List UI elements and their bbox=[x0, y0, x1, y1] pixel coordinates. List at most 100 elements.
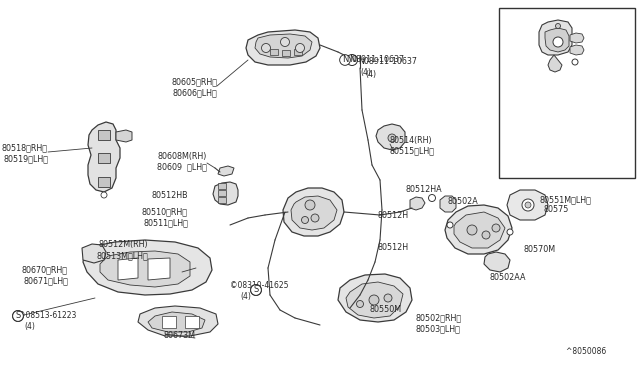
Circle shape bbox=[369, 295, 379, 305]
Polygon shape bbox=[376, 124, 405, 150]
Text: 80514(RH): 80514(RH) bbox=[390, 135, 433, 144]
Circle shape bbox=[525, 202, 531, 208]
Text: 80511〈LH〉: 80511〈LH〉 bbox=[143, 218, 188, 228]
Text: 80550M: 80550M bbox=[370, 305, 402, 314]
Text: 80512H: 80512H bbox=[378, 244, 409, 253]
Text: (4): (4) bbox=[365, 70, 376, 78]
Text: 80503〈LH〉: 80503〈LH〉 bbox=[416, 324, 461, 334]
Polygon shape bbox=[162, 316, 176, 328]
Polygon shape bbox=[283, 188, 344, 236]
Text: 80551M〈LH〉: 80551M〈LH〉 bbox=[539, 196, 591, 205]
Circle shape bbox=[507, 229, 513, 235]
Text: 80673M: 80673M bbox=[164, 330, 196, 340]
Polygon shape bbox=[218, 183, 226, 189]
Circle shape bbox=[384, 294, 392, 302]
Text: (4): (4) bbox=[24, 323, 35, 331]
Text: 80512HA: 80512HA bbox=[406, 186, 443, 195]
Text: N08911-10637: N08911-10637 bbox=[358, 58, 417, 67]
Circle shape bbox=[467, 225, 477, 235]
Text: 80606〈LH〉: 80606〈LH〉 bbox=[172, 89, 217, 97]
Text: 80502〈RH〉: 80502〈RH〉 bbox=[416, 314, 462, 323]
Polygon shape bbox=[218, 197, 226, 203]
Text: 80512HB: 80512HB bbox=[152, 192, 188, 201]
Text: 08911-10637: 08911-10637 bbox=[352, 55, 405, 64]
Circle shape bbox=[492, 224, 500, 232]
Polygon shape bbox=[98, 130, 110, 140]
Circle shape bbox=[301, 217, 308, 224]
Circle shape bbox=[447, 222, 453, 228]
Polygon shape bbox=[346, 282, 403, 318]
Circle shape bbox=[296, 44, 305, 52]
Polygon shape bbox=[570, 33, 584, 43]
Text: 80512M(RH): 80512M(RH) bbox=[99, 241, 148, 250]
Circle shape bbox=[429, 195, 435, 202]
Polygon shape bbox=[454, 212, 505, 248]
Text: 80518〈RH〉: 80518〈RH〉 bbox=[2, 144, 48, 153]
Polygon shape bbox=[213, 182, 238, 205]
Polygon shape bbox=[83, 240, 212, 295]
Polygon shape bbox=[98, 153, 110, 163]
Polygon shape bbox=[82, 244, 106, 263]
Polygon shape bbox=[270, 49, 278, 55]
Text: 80670〈RH〉: 80670〈RH〉 bbox=[22, 266, 68, 275]
Polygon shape bbox=[218, 190, 226, 196]
Polygon shape bbox=[338, 274, 412, 322]
Polygon shape bbox=[545, 28, 569, 52]
Text: ©08513-61223: ©08513-61223 bbox=[18, 311, 76, 321]
Text: ^805⁢0086: ^805⁢0086 bbox=[566, 347, 606, 356]
Polygon shape bbox=[138, 306, 218, 336]
Polygon shape bbox=[539, 20, 572, 55]
Polygon shape bbox=[548, 55, 562, 72]
Text: 80513M〈LH〉: 80513M〈LH〉 bbox=[96, 251, 148, 260]
Text: 80609  〈LH〉: 80609 〈LH〉 bbox=[157, 163, 207, 171]
Text: 80502A: 80502A bbox=[448, 198, 479, 206]
Text: 80512H: 80512H bbox=[378, 211, 409, 219]
Polygon shape bbox=[291, 196, 337, 230]
Text: S: S bbox=[15, 311, 20, 321]
Text: 80515〈LH〉: 80515〈LH〉 bbox=[390, 147, 435, 155]
Polygon shape bbox=[282, 50, 290, 56]
Text: S: S bbox=[253, 285, 259, 295]
Polygon shape bbox=[116, 130, 132, 142]
Circle shape bbox=[572, 59, 578, 65]
Circle shape bbox=[522, 199, 534, 211]
Polygon shape bbox=[246, 30, 320, 65]
Text: 80575: 80575 bbox=[544, 205, 570, 215]
Polygon shape bbox=[499, 8, 635, 178]
Polygon shape bbox=[440, 196, 456, 212]
Text: 80502AA: 80502AA bbox=[490, 273, 527, 282]
Text: 80605〈RH〉: 80605〈RH〉 bbox=[171, 77, 217, 87]
Polygon shape bbox=[185, 316, 199, 328]
Circle shape bbox=[356, 301, 364, 308]
Text: 80608M(RH): 80608M(RH) bbox=[157, 151, 207, 160]
Circle shape bbox=[553, 37, 563, 47]
Polygon shape bbox=[100, 251, 190, 287]
Text: S: S bbox=[253, 285, 259, 295]
Text: S: S bbox=[15, 311, 20, 321]
Text: ©08310-41625: ©08310-41625 bbox=[230, 280, 289, 289]
Polygon shape bbox=[98, 177, 110, 187]
Polygon shape bbox=[294, 49, 302, 55]
Text: (4): (4) bbox=[360, 67, 371, 77]
Text: 80519〈LH〉: 80519〈LH〉 bbox=[3, 154, 48, 164]
Polygon shape bbox=[118, 258, 138, 280]
Circle shape bbox=[305, 200, 315, 210]
Text: N: N bbox=[342, 55, 348, 64]
Polygon shape bbox=[484, 252, 510, 272]
Circle shape bbox=[482, 231, 490, 239]
Circle shape bbox=[556, 23, 561, 29]
Circle shape bbox=[280, 38, 289, 46]
Polygon shape bbox=[148, 258, 170, 280]
Polygon shape bbox=[255, 34, 312, 58]
Polygon shape bbox=[88, 122, 120, 192]
Circle shape bbox=[101, 192, 107, 198]
Polygon shape bbox=[148, 312, 205, 332]
Text: 80671〈LH〉: 80671〈LH〉 bbox=[23, 276, 68, 285]
Text: N: N bbox=[349, 55, 355, 64]
Polygon shape bbox=[218, 166, 234, 176]
Text: 80510〈RH〉: 80510〈RH〉 bbox=[142, 208, 188, 217]
Polygon shape bbox=[507, 190, 548, 220]
Polygon shape bbox=[445, 205, 512, 254]
Text: (4): (4) bbox=[240, 292, 251, 301]
Circle shape bbox=[388, 134, 396, 142]
